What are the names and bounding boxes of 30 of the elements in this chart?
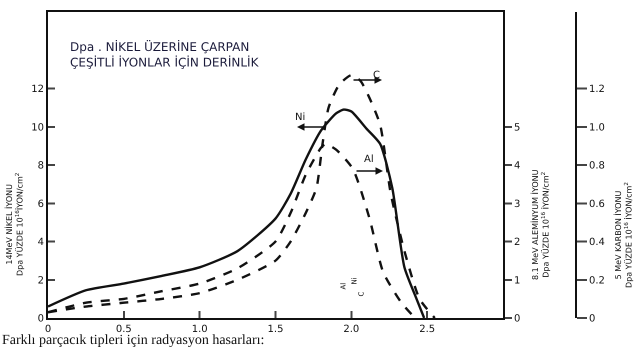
x-tick-label: 2.0 [343, 324, 360, 335]
x-tick-label: 0 [44, 324, 52, 335]
y3-tick-label: 0.6 [589, 198, 605, 210]
y-tick-label: 8 [38, 160, 44, 172]
y-tick-label: 6 [38, 198, 44, 210]
y3-tick-label: 0.2 [589, 275, 605, 286]
text: Dpa . NİKEL ÜZERİNE ÇARPAN ÇEŞİTLİ İYONLAR İÇİN DERİNLİK [70, 40, 260, 70]
y3-tick-label: 0.8 [589, 160, 605, 172]
y2-tick-label: 3 [514, 198, 520, 210]
y3-tick-label: 0.4 [589, 237, 605, 248]
y2-tick-label: 1 [514, 275, 520, 286]
y2-tick-label: 0 [514, 314, 520, 324]
y3-tick-label: 0 [589, 314, 596, 324]
y-tick-label: 2 [38, 275, 44, 286]
y2-tick-label: 2 [514, 237, 520, 248]
y3-tick-label: 1.0 [589, 122, 605, 134]
y-tick-label: 4 [38, 237, 44, 248]
text: Farklı parçacık tipleri için radyasyon hasarları: [2, 333, 264, 347]
annotation: Al [364, 154, 374, 165]
x-tick-label: 0.5 [116, 324, 132, 335]
x-tick-label: 2.5 [419, 324, 436, 335]
y-tick-label: 12 [31, 84, 44, 95]
y-tick-label: 10 [31, 122, 44, 134]
y3-tick-label: 1.2 [589, 84, 605, 95]
x-tick-label: 1.0 [192, 324, 208, 335]
annotation: Ni [295, 112, 306, 123]
y-tick-label: 0 [38, 314, 44, 324]
y2-tick-label: 5 [514, 122, 520, 134]
y2-tick-label: 4 [514, 160, 520, 172]
x-tick-label: 1.5 [268, 324, 284, 335]
